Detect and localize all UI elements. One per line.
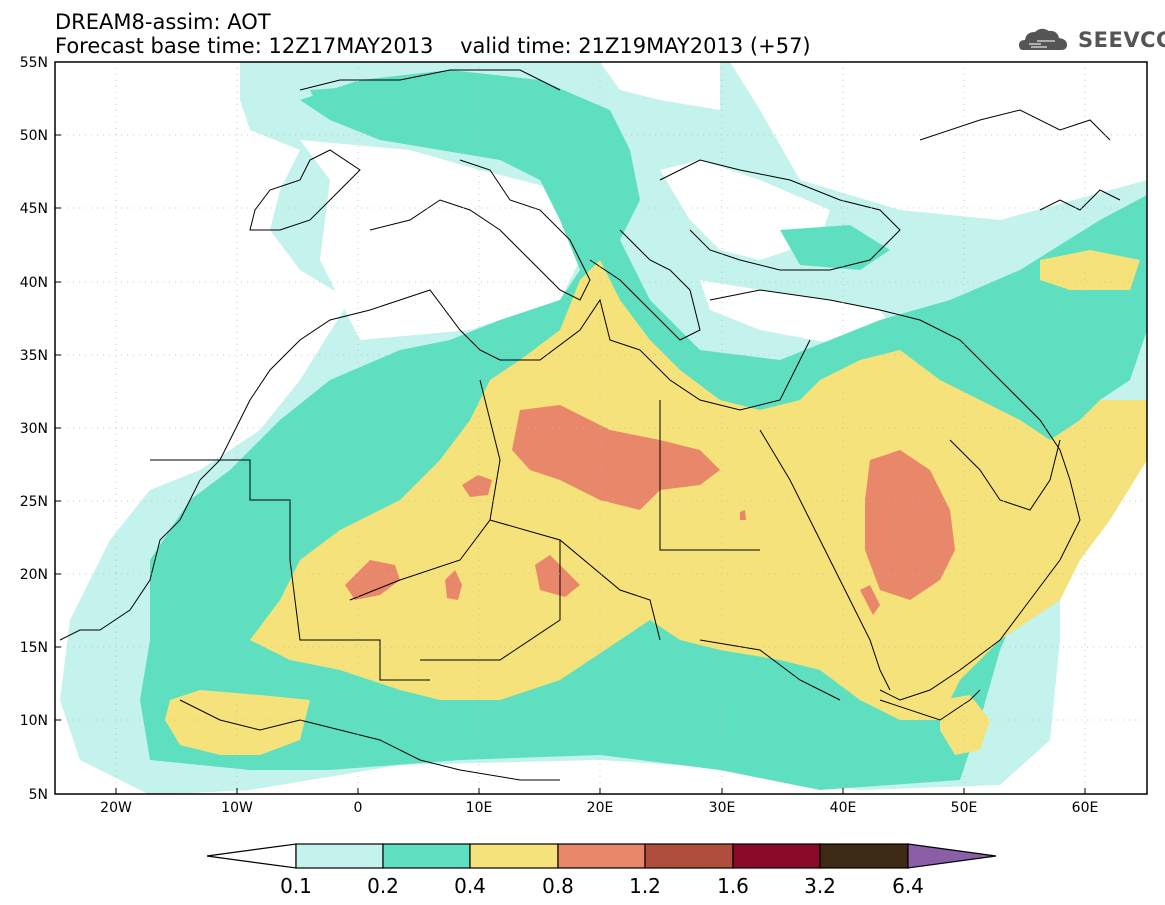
colorbar-swatch	[557, 843, 646, 869]
lon-label: 10E	[466, 800, 493, 816]
colorbar-label: 1.6	[717, 874, 749, 898]
colorbar-swatch	[295, 843, 384, 869]
lat-label: 40N	[20, 275, 48, 291]
colorbar-swatch	[819, 843, 909, 869]
colorbar-label: 1.2	[629, 874, 661, 898]
colorbar-label: 0.2	[367, 874, 399, 898]
lat-label: 10N	[20, 713, 48, 729]
lon-label: 0	[354, 800, 363, 816]
colorbar-swatch	[382, 843, 471, 869]
colorbar-label: 0.4	[454, 874, 486, 898]
base-time-label: Forecast base time: 12Z17MAY2013	[55, 34, 434, 58]
colorbar-swatch	[469, 843, 559, 869]
aot-band-0.8	[512, 405, 720, 510]
colorbar-swatch	[732, 843, 821, 869]
lat-label: 50N	[20, 128, 48, 144]
lat-label: 35N	[20, 348, 48, 364]
lat-label: 15N	[20, 640, 48, 656]
lat-label: 20N	[20, 567, 48, 583]
cloud-icon	[1019, 28, 1067, 50]
lon-label: 20W	[100, 800, 132, 816]
lon-label: 50E	[951, 800, 978, 816]
colorbar-low-arrow	[206, 843, 297, 869]
lon-label: 20E	[587, 800, 614, 816]
aot-band-0.4	[250, 260, 1147, 720]
seevccc-logo: SEEVCCC	[1078, 28, 1165, 52]
lat-label: 5N	[29, 787, 48, 803]
colorbar-label: 6.4	[892, 874, 924, 898]
colorbar-label: 0.8	[542, 874, 574, 898]
lat-label: 45N	[20, 201, 48, 217]
lon-label: 30E	[709, 800, 736, 816]
map-title: DREAM8-assim: AOT	[55, 10, 271, 34]
lon-label: 10W	[221, 800, 253, 816]
graticule	[55, 62, 1147, 794]
valid-time-label: valid time: 21Z19MAY2013 (+57)	[460, 34, 811, 58]
lat-label: 55N	[20, 55, 48, 71]
colorbar-swatch	[644, 843, 734, 869]
lon-label: 60E	[1072, 800, 1099, 816]
colorbar	[206, 843, 997, 869]
coastlines	[59, 69, 1121, 781]
colorbar-label: 0.1	[280, 874, 312, 898]
lat-label: 25N	[20, 494, 48, 510]
lon-label: 40E	[830, 800, 857, 816]
lat-label: 30N	[20, 421, 48, 437]
aot-contours	[60, 62, 1147, 794]
forecast-time-line: Forecast base time: 12Z17MAY2013 valid t…	[55, 35, 811, 57]
colorbar-label: 3.2	[804, 874, 836, 898]
colorbar-high-arrow	[907, 843, 997, 869]
